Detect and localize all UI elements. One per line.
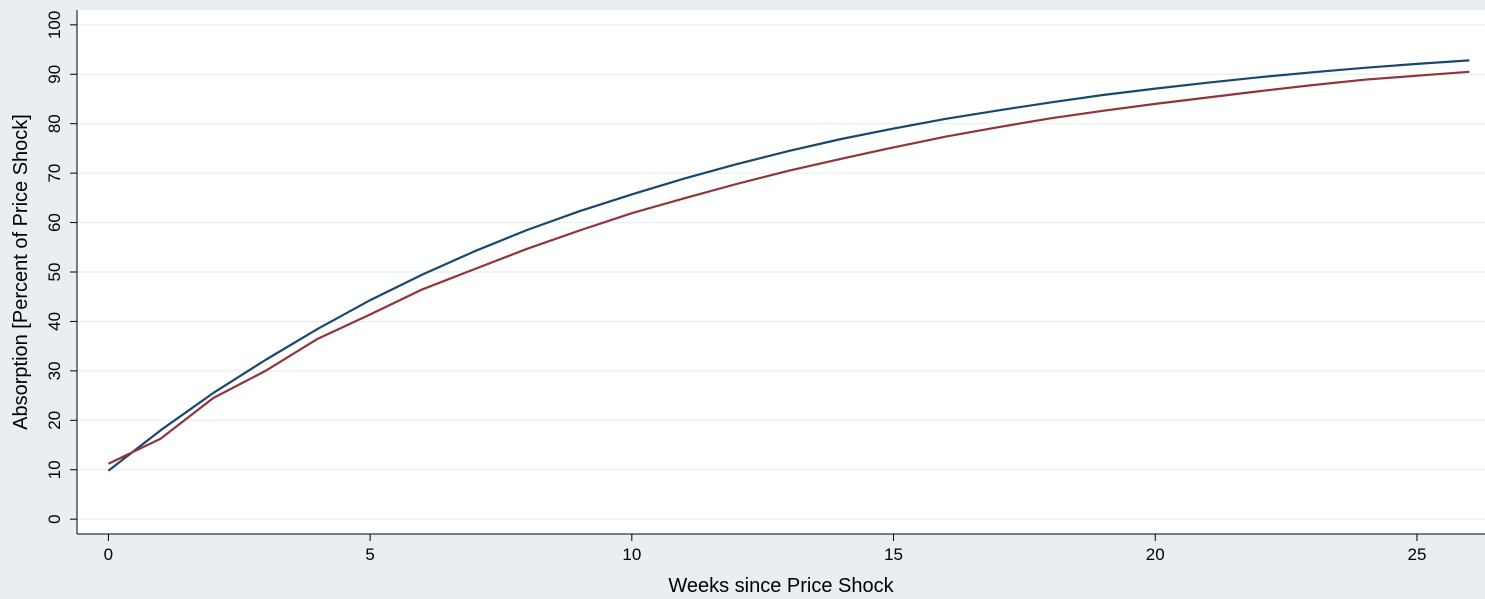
x-ticks: 0 5 10 15 20 25 — [104, 534, 1426, 564]
series-line-2 — [107, 70, 1470, 465]
y-tick-label-20: 20 — [45, 411, 64, 430]
x-tick-label-15: 15 — [884, 545, 903, 564]
y-tick-label-70: 70 — [45, 164, 64, 183]
x-tick-label-20: 20 — [1146, 545, 1165, 564]
y-tick-label-10: 10 — [45, 460, 64, 479]
x-tick-label-25: 25 — [1407, 545, 1426, 564]
y-tick-label-0: 0 — [45, 514, 64, 523]
gridlines — [77, 24, 1485, 520]
y-tick-label-90: 90 — [45, 65, 64, 84]
x-tick-label-0: 0 — [104, 545, 113, 564]
series-line-1 — [107, 59, 1470, 472]
y-tick-label-80: 80 — [45, 114, 64, 133]
y-tick-label-60: 60 — [45, 213, 64, 232]
y-ticks: 0 10 20 30 40 50 60 70 80 90 100 — [45, 11, 77, 524]
x-axis-title: Weeks since Price Shock — [668, 575, 894, 597]
y-tick-label-30: 30 — [45, 361, 64, 380]
y-tick-label-50: 50 — [45, 263, 64, 282]
y-tick-label-100: 100 — [45, 11, 64, 39]
x-tick-label-5: 5 — [365, 545, 374, 564]
y-axis-title: Absorption [Percent of Price Shock] — [10, 114, 32, 430]
series-lines — [107, 59, 1470, 472]
y-tick-label-40: 40 — [45, 312, 64, 331]
x-tick-label-10: 10 — [622, 545, 641, 564]
